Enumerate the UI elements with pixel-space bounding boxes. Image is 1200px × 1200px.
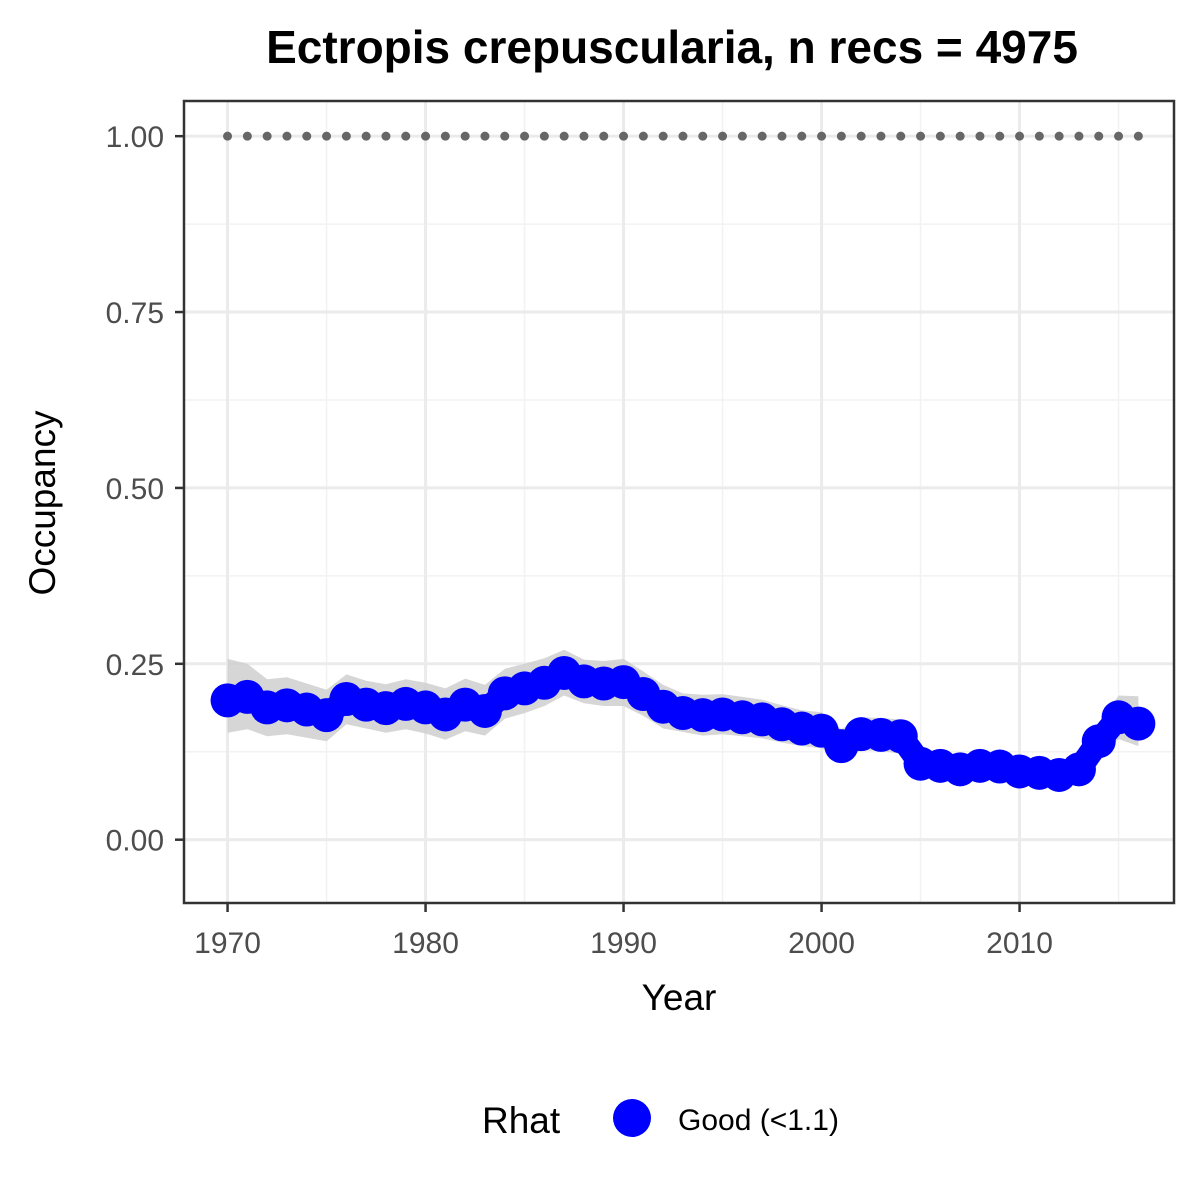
reference-point — [460, 131, 470, 141]
reference-point — [361, 131, 371, 141]
reference-point — [658, 131, 668, 141]
reference-point — [579, 131, 589, 141]
reference-point — [440, 131, 450, 141]
reference-point — [935, 131, 945, 141]
reference-point — [421, 131, 431, 141]
reference-point — [381, 131, 391, 141]
reference-point — [223, 131, 233, 141]
reference-point — [500, 131, 510, 141]
reference-point — [777, 131, 787, 141]
reference-point — [599, 131, 609, 141]
x-axis-title: Year — [642, 977, 717, 1018]
x-tick-label: 2010 — [986, 927, 1053, 960]
x-tick-label: 1970 — [194, 927, 261, 960]
reference-point — [757, 131, 767, 141]
reference-point — [678, 131, 688, 141]
x-tick-label: 1990 — [590, 927, 657, 960]
occupancy-point — [1081, 724, 1116, 759]
reference-point — [619, 131, 629, 141]
chart-title: Ectropis crepuscularia, n recs = 4975 — [266, 21, 1078, 73]
legend: Rhat Good (<1.1) — [482, 1099, 839, 1141]
plot-border — [182, 99, 1176, 905]
x-tick-label: 2000 — [788, 927, 855, 960]
reference-point — [1133, 131, 1143, 141]
y-tick-label: 1.00 — [106, 121, 164, 154]
reference-point — [856, 131, 866, 141]
reference-point — [975, 131, 985, 141]
occupancy-point — [883, 719, 918, 754]
y-tick-label: 0.25 — [106, 649, 164, 682]
reference-point — [1054, 131, 1064, 141]
reference-point — [995, 131, 1005, 141]
legend-key-good — [613, 1099, 651, 1137]
reference-point — [896, 131, 906, 141]
reference-point — [539, 131, 549, 141]
reference-point — [698, 131, 708, 141]
reference-point — [737, 131, 747, 141]
reference-point — [480, 131, 490, 141]
reference-point — [955, 131, 965, 141]
y-axis-title: Occupancy — [22, 410, 63, 596]
reference-point — [817, 131, 827, 141]
reference-point — [322, 131, 332, 141]
reference-point — [242, 131, 252, 141]
reference-point — [1074, 131, 1084, 141]
occupancy-point — [1061, 752, 1096, 787]
reference-point — [876, 131, 886, 141]
reference-point — [1015, 131, 1025, 141]
reference-point — [1114, 131, 1124, 141]
legend-label-good: Good (<1.1) — [678, 1104, 839, 1137]
occupancy-point — [1121, 706, 1156, 741]
reference-point — [916, 131, 926, 141]
reference-point — [302, 131, 312, 141]
reference-point — [1034, 131, 1044, 141]
y-tick-label: 0.75 — [106, 297, 164, 330]
reference-point — [262, 131, 272, 141]
y-tick-label: 0.50 — [106, 473, 164, 506]
reference-point — [718, 131, 728, 141]
reference-point — [638, 131, 648, 141]
legend-title: Rhat — [482, 1100, 561, 1141]
reference-point — [1094, 131, 1104, 141]
reference-point — [797, 131, 807, 141]
reference-point — [401, 131, 411, 141]
reference-point — [520, 131, 530, 141]
reference-point — [836, 131, 846, 141]
y-tick-label: 0.00 — [106, 825, 164, 858]
reference-point — [282, 131, 292, 141]
reference-point — [559, 131, 569, 141]
x-tick-label: 1980 — [392, 927, 459, 960]
reference-point — [341, 131, 351, 141]
